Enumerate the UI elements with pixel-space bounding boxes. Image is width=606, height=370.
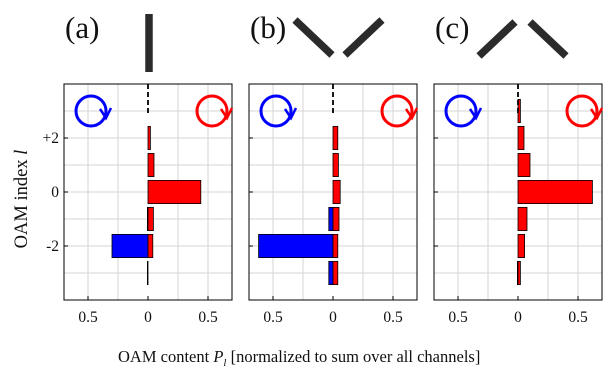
x-tick-label: 0 [514, 309, 522, 326]
bar-left-l-1 [328, 206, 334, 232]
bar-left-l-2 [111, 233, 149, 259]
x-tick-label: 0.5 [198, 309, 218, 326]
orientation-bar-right [342, 17, 385, 58]
bar-right-l2 [147, 125, 151, 151]
x-tick-label: 0.5 [78, 309, 98, 326]
red-circular-arrow-icon [380, 94, 414, 128]
y-axis-label-text: OAM index [12, 159, 32, 249]
x-tick-label: 0 [329, 309, 337, 326]
blue-arrowhead-icon [468, 107, 483, 121]
panel-c: 0.5 0 0.5 (c) [433, 10, 604, 326]
x-tick-label: 0 [144, 309, 152, 326]
bar-right-l2 [332, 125, 339, 151]
orientation-bar-left [476, 19, 518, 59]
bar-right-l1 [147, 152, 155, 178]
bar-right-l-1 [147, 206, 154, 232]
x-axis-label-suffix: [normalized to sum over all channels] [231, 347, 481, 366]
bar-right-l-1 [517, 206, 528, 232]
bar-right-l1 [332, 152, 339, 178]
bar-right-l-2 [332, 233, 339, 259]
blue-circular-arrow-icon [444, 94, 478, 128]
x-axis-label-prefix: OAM content [118, 347, 210, 366]
bar-left-l-3 [328, 260, 334, 286]
bar-left-l-3 [146, 260, 149, 286]
panel-label: (a) [65, 10, 99, 45]
bar-right-l0 [517, 179, 593, 205]
panel-label: (c) [435, 10, 469, 45]
x-tick-label: 0.5 [383, 309, 403, 326]
blue-arrowhead-icon [283, 107, 298, 121]
panel-b: 0.5 0 0.5 (b) [248, 10, 419, 326]
x-axis-label-symbol: P [212, 347, 223, 366]
red-arrowhead-icon [404, 107, 419, 121]
bar-right-l0 [147, 179, 202, 205]
orientation-bar-right [527, 19, 569, 59]
y-axis-label-symbol: l [12, 150, 32, 155]
x-tick-label: 0.5 [263, 309, 283, 326]
y-axis-label: OAM index l [12, 150, 32, 249]
x-axis-label: OAM content Pl [normalized to sum over a… [118, 347, 480, 369]
bar-right-l-2 [517, 233, 525, 259]
bar-right-l0 [332, 179, 341, 205]
red-circular-arrow-icon [195, 94, 229, 128]
orientation-bar-left [292, 17, 335, 58]
panel-a: 0.5 0 0.5 +2 0 -2 (a) [43, 10, 234, 326]
y-tick-label: -2 [46, 238, 59, 255]
bar-right-l1 [517, 152, 531, 178]
x-tick-label: 0.5 [448, 309, 468, 326]
x-axis-label-subscript: l [223, 357, 226, 369]
blue-arrowhead-icon [98, 107, 113, 121]
bar-left-l-2 [258, 233, 334, 259]
blue-circular-arrow-icon [259, 94, 293, 128]
blue-circular-arrow-icon [74, 94, 108, 128]
y-tick-label: 0 [51, 184, 59, 201]
bar-right-l2 [517, 125, 525, 151]
bar-right-l-1 [332, 206, 340, 232]
red-circular-arrow-icon [565, 94, 599, 128]
panel-label: (b) [250, 10, 286, 45]
red-arrowhead-icon [589, 107, 604, 121]
bar-right-l-2 [147, 233, 154, 259]
bar-right-l-3 [332, 260, 339, 286]
x-tick-label: 0.5 [568, 309, 588, 326]
red-arrowhead-icon [219, 107, 234, 121]
bar-right-l-3 [517, 260, 521, 286]
y-tick-label: +2 [43, 130, 60, 147]
